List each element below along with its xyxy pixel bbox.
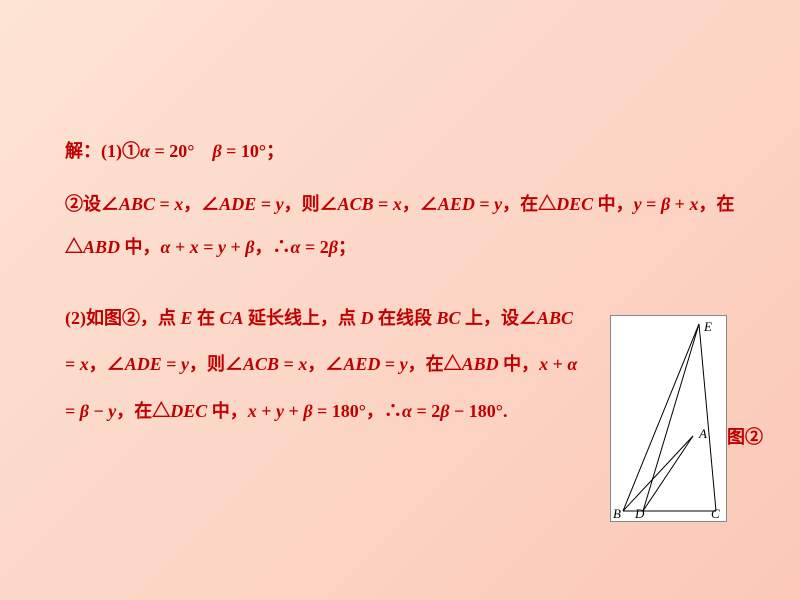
text: = [380,354,399,374]
text: ，∠ [183,194,219,214]
svg-text:C: C [711,506,720,521]
svg-text:A: A [698,426,707,441]
text: y [634,194,642,214]
svg-text:E: E [703,319,712,334]
text: y [276,401,284,421]
text: = [642,194,661,214]
text: AED [438,194,475,214]
text: E [181,308,193,328]
text: = [155,194,174,214]
text: β [212,141,221,161]
text: = [162,354,181,374]
text: α [402,401,412,421]
text: ，∠ [402,194,438,214]
text: ABC [537,308,573,328]
text: DEC [556,194,593,214]
text: ，∴ [255,237,291,257]
text: 上，设∠ [461,308,538,328]
paragraph-3: (2)如图②，点 E 在 CA 延长线上，点 D 在线段 BC 上，设∠ABC … [65,295,585,435]
text: ABD [83,237,120,257]
text: − [89,401,108,421]
text: 延长线上，点 [244,308,361,328]
text: x [174,194,183,214]
text: y [218,237,226,257]
text: = 180°，∴ [313,401,402,421]
text: = [374,194,393,214]
text: ，则∠ [189,354,243,374]
text: x [539,354,548,374]
text: x [393,194,402,214]
text: y [494,194,502,214]
figure-2: E A BD C 图② [610,315,765,525]
text: = [256,194,275,214]
text: CA [220,308,244,328]
text: α [140,141,150,161]
text: 中， [593,194,634,214]
text: y [181,354,189,374]
text: + [670,194,689,214]
text: x [190,237,199,257]
text: = 20° [150,141,212,161]
text: AED [343,354,380,374]
paragraph-1: 解：(1)①α = 20° β = 10°； [65,130,780,173]
text: = [199,237,218,257]
text: β [245,237,254,257]
text: 解：(1)① [65,141,140,161]
text: + [284,401,303,421]
text: + [170,237,189,257]
svg-text:B: B [613,506,621,521]
text: BC [437,308,461,328]
text: β [661,194,670,214]
text: 中， [499,354,540,374]
text: x [298,354,307,374]
text: x [248,401,257,421]
text: ②设∠ [65,194,119,214]
text: x [80,354,89,374]
text: ，在△ [408,354,462,374]
text: ADE [125,354,162,374]
text: + [548,354,567,374]
text: ，∠ [307,354,343,374]
text: = 10°； [222,141,284,161]
text: ADE [219,194,256,214]
text: y [276,194,284,214]
text: = [65,354,80,374]
text: ABD [462,354,499,374]
text: = [279,354,298,374]
text: β [80,401,89,421]
text: D [361,308,374,328]
svg-text:D: D [634,506,645,521]
text: β [329,237,338,257]
text: = [65,401,80,421]
text: α [291,237,301,257]
text: = 2 [412,401,440,421]
text: 中， [207,401,248,421]
text: y [400,354,408,374]
text: + [226,237,245,257]
text: 在 [193,308,220,328]
text: 中， [120,237,161,257]
text: DEC [170,401,207,421]
text: ABC [119,194,155,214]
text: ，在△ [502,194,556,214]
text: ACB [243,354,279,374]
text: = 2 [300,237,328,257]
text: ，在△ [116,401,170,421]
text: (2)如图②，点 [65,308,181,328]
text: α [161,237,171,257]
text: β [303,401,312,421]
text: + [257,401,276,421]
text: ACB [338,194,374,214]
figure-label: 图② [727,423,763,449]
triangle-diagram-icon: E A BD C [610,315,727,522]
text: 在线段 [374,308,437,328]
paragraph-2: ②设∠ABC = x，∠ADE = y，则∠ACB = x，∠AED = y，在… [65,183,780,269]
text: ，则∠ [284,194,338,214]
text: ，∠ [89,354,125,374]
text: = [475,194,494,214]
text: ； [338,237,356,257]
text: − 180°. [449,401,507,421]
text: α [567,354,577,374]
